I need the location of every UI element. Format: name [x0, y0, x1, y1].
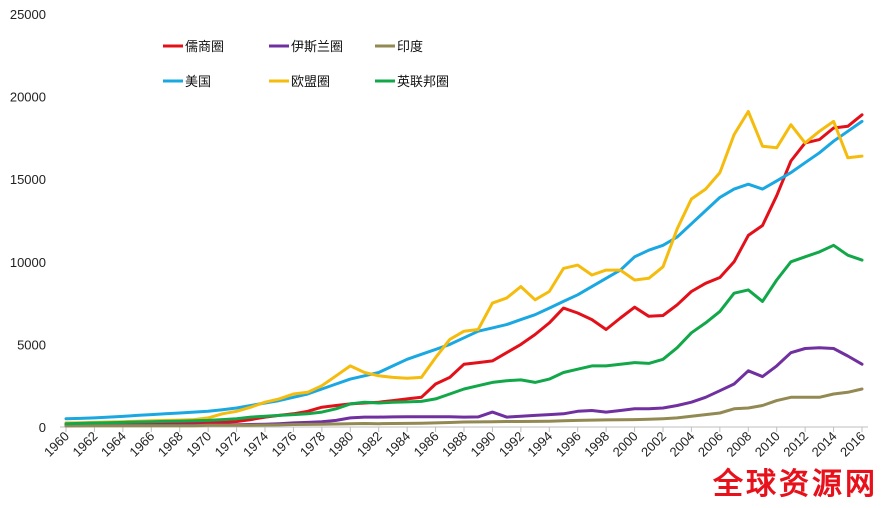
y-tick-label: 15000: [10, 172, 46, 187]
x-tick-label: 2010: [752, 429, 783, 460]
y-tick-label: 0: [39, 420, 46, 435]
x-tick-label: 2000: [610, 429, 641, 460]
x-tick-label: 1978: [297, 429, 328, 460]
x-tick-label: 1970: [183, 429, 214, 460]
x-tick-label: 1992: [496, 429, 527, 460]
x-tick-label: 2002: [638, 429, 669, 460]
x-tick-label: 2014: [809, 429, 840, 460]
legend-label: 印度: [397, 39, 423, 55]
x-tick-label: 1980: [325, 429, 356, 460]
y-tick-label: 25000: [10, 7, 46, 22]
x-tick-label: 1968: [155, 429, 186, 460]
x-tick-label: 1998: [581, 429, 612, 460]
x-tick-label: 1966: [126, 429, 157, 460]
x-axis-ticks: 1960196219641966196819701972197419761978…: [41, 427, 868, 460]
series-line-0: [64, 113, 864, 426]
series-lines: [64, 110, 864, 428]
x-tick-label: 2016: [837, 429, 868, 460]
x-tick-label: 1990: [467, 429, 498, 460]
x-tick-label: 2004: [666, 429, 697, 460]
x-tick-label: 2012: [780, 429, 811, 460]
x-tick-label: 1986: [411, 429, 442, 460]
watermark-text: 全球资源网: [712, 467, 878, 502]
x-tick-label: 2006: [695, 429, 726, 460]
x-tick-label: 2008: [723, 429, 754, 460]
y-tick-label: 10000: [10, 255, 46, 270]
x-tick-label: 1988: [439, 429, 470, 460]
x-tick-label: 1996: [553, 429, 584, 460]
y-tick-label: 5000: [17, 337, 46, 352]
y-axis-ticks: 0 5000 10000 15000 20000 25000: [10, 7, 46, 435]
series-line-5: [64, 243, 864, 426]
x-tick-label: 1976: [268, 429, 299, 460]
x-tick-label: 1972: [212, 429, 243, 460]
x-tick-label: 1982: [354, 429, 385, 460]
x-tick-label: 1984: [382, 429, 413, 460]
x-tick-label: 1994: [524, 429, 555, 460]
series-line-4: [64, 110, 864, 425]
legend-label: 伊斯兰圈: [291, 40, 343, 55]
x-tick-label: 1962: [69, 429, 100, 460]
x-tick-label: 1964: [98, 429, 129, 460]
y-tick-label: 20000: [10, 90, 46, 105]
legend-label: 欧盟圈: [291, 75, 330, 90]
legend-label: 英联邦圈: [397, 75, 449, 90]
series-line-2: [64, 387, 864, 428]
legend-label: 儒商圈: [185, 40, 224, 55]
series-line-3: [64, 119, 864, 421]
x-tick-label: 1974: [240, 429, 271, 460]
legend-label: 美国: [185, 75, 211, 90]
